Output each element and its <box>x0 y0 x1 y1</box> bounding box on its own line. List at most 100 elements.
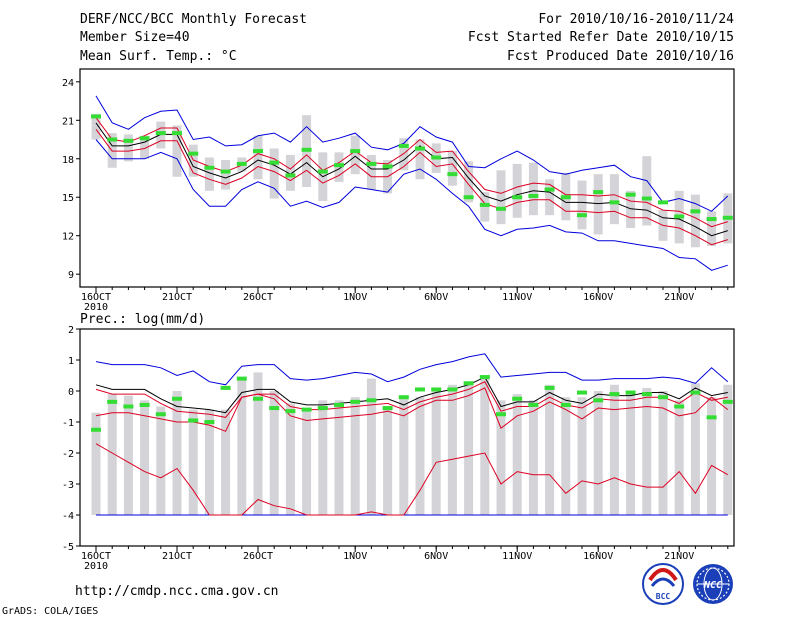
obs-marker <box>593 190 604 195</box>
y-tick-label: 18 <box>62 155 74 166</box>
obs-marker <box>625 390 636 395</box>
upper-line <box>95 381 728 418</box>
ensemble-box <box>156 406 166 515</box>
ensemble-box <box>334 400 344 515</box>
x-tick-label: 21NOV <box>664 292 694 303</box>
x-tick-label: 1NOV <box>343 551 367 562</box>
obs-marker <box>528 193 539 198</box>
obs-marker <box>91 427 101 432</box>
obs-marker <box>366 398 377 403</box>
ensemble-box <box>221 160 231 190</box>
obs-marker <box>317 169 328 174</box>
ensemble-box <box>593 174 603 235</box>
x-tick-label: 6NOV <box>424 292 448 303</box>
ensemble-box <box>512 163 522 218</box>
obs-marker <box>431 387 442 392</box>
ensemble-box <box>496 400 506 515</box>
ensemble-box <box>318 400 328 515</box>
obs-marker <box>204 420 215 424</box>
obs-marker <box>415 387 425 392</box>
ensemble-box <box>528 400 538 515</box>
forecast-started-date: Fcst Started Refer Date 2010/10/15 <box>468 30 734 45</box>
obs-marker <box>366 161 377 166</box>
x-tick-label: 21OCT <box>162 551 192 562</box>
ensemble-box <box>593 391 603 515</box>
ensemble-box <box>561 397 571 515</box>
ensemble-box <box>399 397 409 515</box>
obs-marker <box>609 200 620 205</box>
ensemble-box <box>496 170 506 225</box>
obs-marker <box>301 147 312 152</box>
obs-marker <box>301 407 312 412</box>
ensemble-box <box>480 377 490 515</box>
x-tick-label: 21OCT <box>162 292 192 303</box>
precipitation-chart: -5 -4 -3 -2 -1 0 1 2 16OCT 21OCT 26OCT 1NOV 6NOV 11NO… <box>62 325 735 572</box>
ensemble-box <box>447 151 457 186</box>
ensemble-box <box>172 391 182 515</box>
grads-credit: GrADS: COLA/IGES <box>2 606 98 617</box>
obs-marker <box>479 375 490 380</box>
ensemble-box <box>577 180 587 230</box>
plot-frame <box>79 328 735 547</box>
obs-marker <box>285 173 296 178</box>
ensemble-box <box>285 403 295 515</box>
year-label: 2010 <box>84 302 108 313</box>
obs-marker <box>317 406 328 411</box>
ensemble-box <box>658 391 668 515</box>
obs-marker <box>512 195 523 200</box>
ensemble-box <box>221 409 231 515</box>
obs-marker <box>560 195 571 200</box>
obs-marker <box>253 396 263 401</box>
x-tick-label: 11NOV <box>502 292 532 303</box>
source-url[interactable]: http://cmdp.ncc.cma.gov.cn <box>75 584 279 599</box>
year-label: 2010 <box>84 561 108 572</box>
obs-marker <box>155 131 166 136</box>
y-tick-label: -3 <box>62 480 74 491</box>
obs-marker <box>220 385 231 390</box>
obs-marker <box>269 406 280 411</box>
obs-marker <box>382 164 393 169</box>
obs-marker <box>220 169 231 174</box>
obs-marker <box>641 392 652 397</box>
ensemble-box <box>690 194 700 248</box>
ncc-logo-text: NCC <box>703 580 722 591</box>
ensemble-box <box>431 387 441 515</box>
ensemble-box <box>91 113 101 140</box>
x-tick-label: 16OCT <box>81 551 111 562</box>
obs-marker <box>285 409 296 414</box>
obs-marker <box>690 390 701 395</box>
y-tick-label: -4 <box>62 511 74 522</box>
upper-line <box>95 117 728 228</box>
obs-marker <box>236 161 247 166</box>
ensemble-box <box>545 384 555 515</box>
obs-marker <box>560 402 571 407</box>
obs-marker <box>674 214 685 219</box>
max-line <box>95 95 729 212</box>
ensemble-box <box>269 391 279 515</box>
ensemble-box <box>723 384 733 515</box>
bcc-logo: BCC <box>642 563 684 605</box>
ensemble-box <box>366 378 376 515</box>
x-tick-label: 26OCT <box>243 292 273 303</box>
ensemble-box <box>512 394 522 515</box>
y-tick-label: -5 <box>62 542 74 553</box>
ensemble-box <box>609 174 619 225</box>
obs-marker <box>544 385 555 390</box>
ensemble-box <box>642 387 652 515</box>
ensemble-box <box>399 138 409 171</box>
figure-title: DERF/NCC/BCC Monthly Forecast <box>80 12 307 27</box>
ncc-logo: NCC <box>693 564 733 604</box>
variable-label: Mean Surf. Temp.: °C <box>80 49 237 64</box>
obs-marker <box>722 399 733 404</box>
obs-marker <box>544 187 555 192</box>
obs-marker <box>593 398 604 403</box>
x-tick-label: 1NOV <box>343 292 367 303</box>
ensemble-box <box>140 400 150 515</box>
obs-marker <box>641 196 652 201</box>
y-tick-label: 21 <box>62 116 74 127</box>
ensemble-box <box>626 190 636 229</box>
forecast-period: For 2010/10/16-2010/11/24 <box>538 12 734 27</box>
obs-marker <box>253 149 263 154</box>
ensemble-box <box>447 384 457 515</box>
obs-marker <box>107 399 118 404</box>
